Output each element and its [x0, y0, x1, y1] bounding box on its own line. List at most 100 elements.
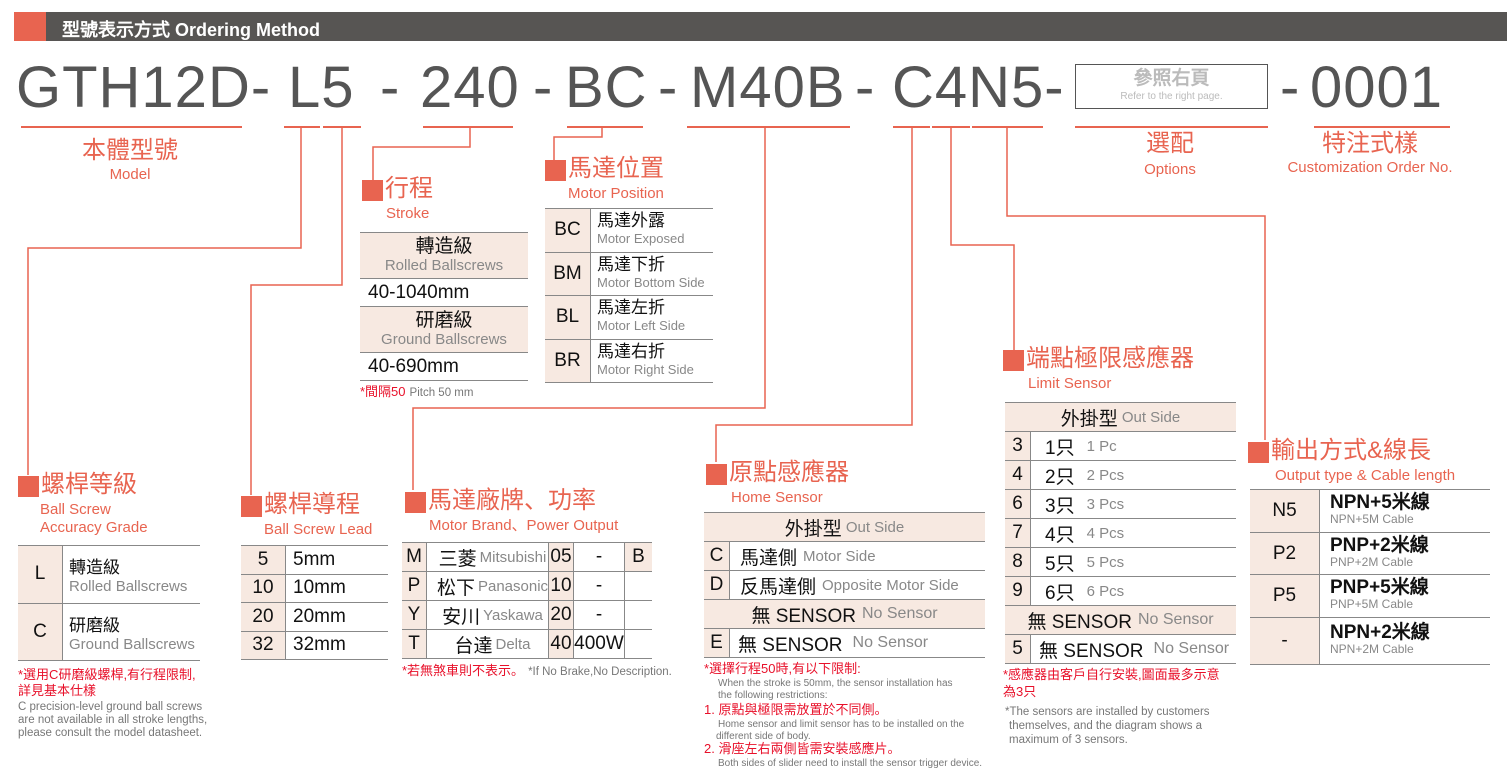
cell-text: Motor Right Side: [597, 361, 694, 377]
brake-code: B: [624, 543, 652, 571]
table-row: 10 10mm: [241, 574, 388, 603]
sensor-en: 1 Pc: [1086, 437, 1117, 455]
power-code: 05: [548, 543, 573, 571]
brake-code: [624, 601, 652, 629]
brand-en: Mitsubishi: [479, 548, 547, 566]
table-row: 9 6只 6 Pcs: [1005, 577, 1236, 606]
sensor-zh: 反馬達側: [740, 576, 817, 598]
limit-sensor-note: maximum of 3 sensors.: [1009, 734, 1128, 746]
sensor-zh: 4只: [1045, 524, 1075, 546]
cell-text: 10: [252, 577, 274, 599]
table-row: 32 32mm: [241, 631, 388, 660]
label-options: 選配 Options: [1100, 130, 1240, 180]
table-row: D 反馬達側 Opposite Motor Side: [704, 571, 985, 600]
table-row: 4 2只 2 Pcs: [1005, 461, 1236, 490]
section-title: 型號表示方式 Ordering Method: [62, 20, 320, 40]
cell-text: 5mm: [293, 548, 336, 570]
brand-zh: 安川: [442, 606, 481, 628]
label-en: Model: [109, 166, 151, 183]
code-sep: -: [855, 55, 876, 120]
motor-brand-table: M 三菱 Mitsubishi 05- B P 松下 Panasonic 10- Y 安川 Yaska…: [402, 542, 652, 659]
underline-output: [972, 126, 1043, 128]
cell-text: Rolled Ballscrews: [69, 578, 188, 596]
square-bullet-icon: [545, 160, 566, 181]
table-row: 3 1只 1 Pc: [1005, 432, 1236, 461]
cell-text: -: [595, 575, 603, 596]
code-motor: M40B: [690, 55, 846, 120]
home-sensor-note: the following restrictions:: [718, 690, 828, 701]
accuracy-note: 詳見基本仕樣: [18, 683, 97, 698]
lead-value: 10mm: [285, 574, 388, 602]
no-sensor-en: No Sensor: [1137, 611, 1214, 628]
square-bullet-icon: [706, 464, 727, 485]
sensor-code: C: [704, 542, 729, 570]
cell-text: D: [709, 574, 724, 595]
brand-zh: 三菱: [438, 548, 477, 570]
underline-model: [21, 126, 242, 128]
range-value: 40-690mm: [368, 355, 459, 377]
home-sensor-note: 2. 滑座左右兩側皆需安裝感應片。: [704, 741, 901, 756]
cell-text: 10: [550, 575, 572, 596]
cell-text: 8: [1012, 551, 1023, 572]
sensor-en: 3 Pcs: [1086, 495, 1125, 513]
sensor-desc: 馬達側 Motor Side: [729, 542, 985, 570]
position-code: BM: [545, 252, 590, 295]
sensor-en: No Sensor: [852, 634, 929, 651]
table-row: N5 NPN+5米線 NPN+5M Cable: [1250, 490, 1490, 533]
section-header-bar: 型號表示方式 Ordering Method: [14, 12, 1507, 41]
sensor-code: 9: [1005, 577, 1030, 605]
table-row: 無 SENSOR No Sensor: [704, 600, 985, 629]
table-row: 研磨級 Ground Ballscrews: [360, 307, 528, 353]
table-row: 40-1040mm: [360, 279, 528, 307]
cell-text: NPN+5M Cable: [1330, 512, 1414, 526]
code-custom: 0001: [1310, 55, 1444, 120]
table-row: L 轉造級 Rolled Ballscrews: [18, 546, 200, 604]
cell-text: 20mm: [293, 605, 346, 627]
cell-text: BL: [555, 306, 580, 328]
brand-code: T: [402, 630, 426, 658]
position-code: BL: [545, 296, 590, 339]
sensor-en: 5 Pcs: [1086, 553, 1125, 571]
table-row: BC 馬達外露 Motor Exposed: [545, 209, 713, 253]
power-code: 20: [548, 601, 573, 629]
home-sensor-note: When the stroke is 50mm, the sensor inst…: [718, 678, 953, 689]
stroke-grade: 轉造級 Rolled Ballscrews: [360, 233, 528, 278]
cell-text: E: [710, 632, 723, 653]
table-row: 6 3只 3 Pcs: [1005, 490, 1236, 519]
sensor-code: 5: [1005, 635, 1030, 663]
no-sensor-en: No Sensor: [861, 605, 938, 622]
cell-text: L: [34, 563, 46, 585]
cell-text: -: [1281, 630, 1288, 651]
sensor-zh: 1只: [1045, 437, 1075, 459]
position-desc: 馬達右折 Motor Right Side: [590, 339, 713, 382]
limit-sensor-note: *The sensors are installed by customers: [1005, 706, 1210, 718]
cell-text: 40: [550, 633, 572, 654]
section-title-en: Motor Position: [568, 185, 664, 202]
note-en: Pitch 50 mm: [409, 387, 474, 399]
section-title-en: Ball Screw: [40, 501, 111, 518]
brand-zh: 台達: [454, 635, 493, 657]
cell-text: P: [407, 575, 421, 596]
sensor-en: Opposite Motor Side: [822, 576, 959, 594]
sensor-en: 6 Pcs: [1086, 582, 1125, 600]
brand-code: M: [402, 543, 426, 571]
table-row: C 馬達側 Motor Side: [704, 542, 985, 571]
underline-custom: [1314, 126, 1450, 128]
table-row: 20 20mm: [241, 603, 388, 632]
lead-table: 5 5mm 10 10mm 20 20mm 32 32mm: [241, 545, 388, 660]
square-bullet-icon: [362, 180, 383, 201]
section-title-zh: 螺桿導程: [264, 491, 360, 518]
no-sensor-header: 無 SENSOR No Sensor: [704, 600, 985, 628]
options-box-en: Refer to the right page.: [1120, 91, 1223, 102]
no-sensor-zh: 無 SENSOR: [1027, 611, 1132, 633]
no-sensor-zh: 無 SENSOR: [751, 605, 856, 627]
table-row: 5 無 SENSOR No Sensor: [1005, 635, 1236, 664]
cell-text: 轉造級: [69, 558, 120, 578]
limit-sensor-note: 為3只: [1003, 684, 1037, 699]
grade-desc: 研磨級 Ground Ballscrews: [62, 603, 200, 660]
cell-text: 05: [550, 546, 572, 567]
brand-code: P: [402, 572, 426, 600]
section-title-zh: 端點極限感應器: [1026, 345, 1194, 372]
label-en: Options: [1144, 161, 1196, 178]
